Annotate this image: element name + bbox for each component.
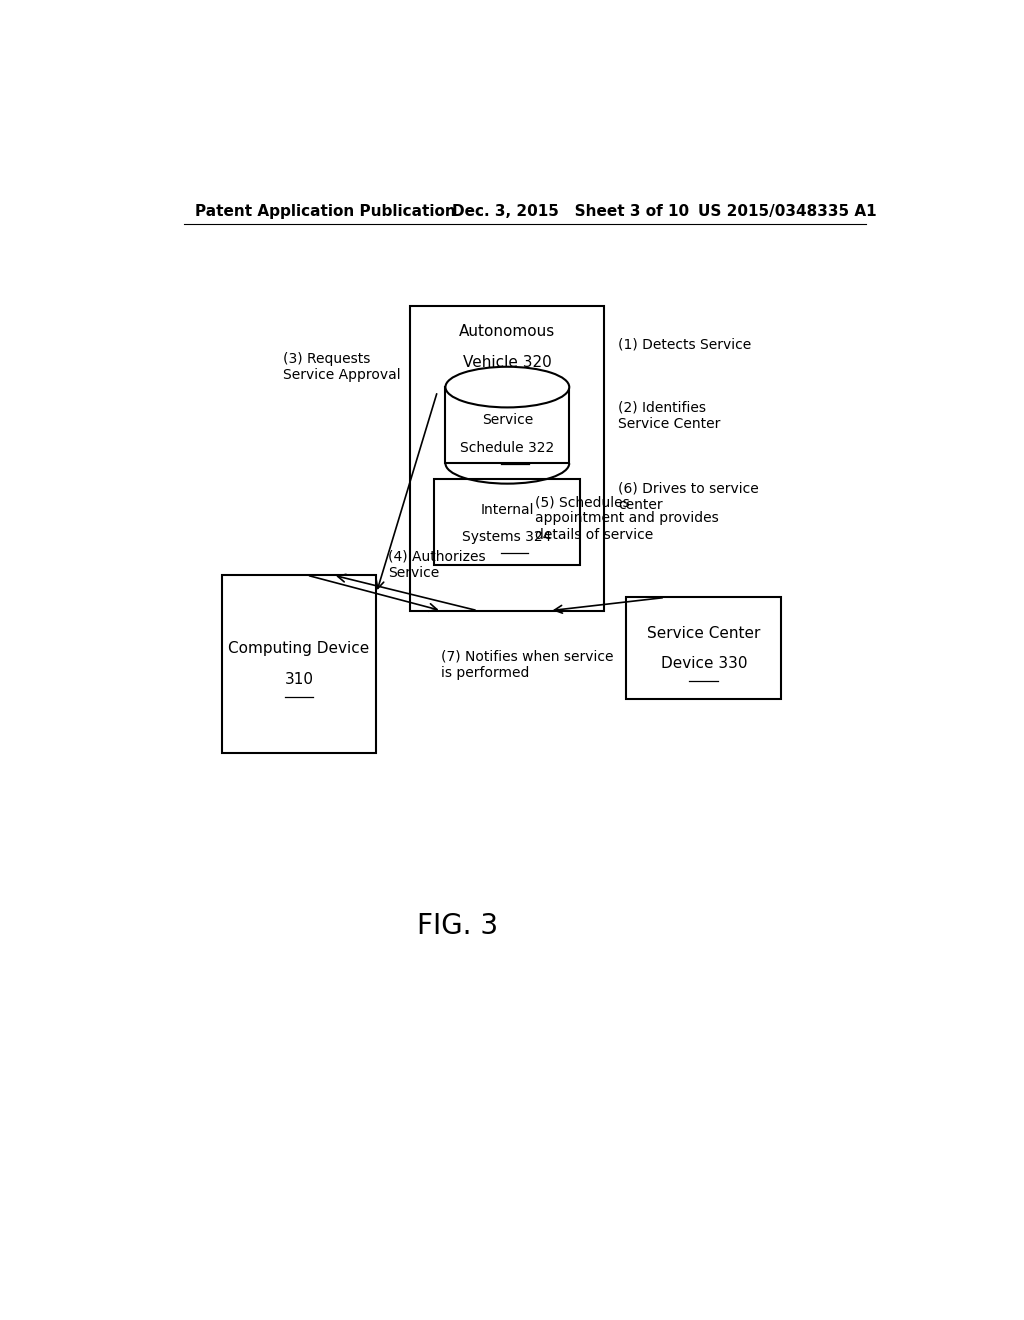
Text: FIG. 3: FIG. 3 <box>417 912 498 940</box>
Text: (3) Requests
Service Approval: (3) Requests Service Approval <box>283 351 400 381</box>
Text: 310: 310 <box>285 672 313 686</box>
Text: US 2015/0348335 A1: US 2015/0348335 A1 <box>697 203 877 219</box>
Bar <box>433 479 581 565</box>
Text: (1) Detects Service: (1) Detects Service <box>618 338 752 351</box>
Bar <box>627 598 781 700</box>
Text: (2) Identifies
Service Center: (2) Identifies Service Center <box>618 400 721 430</box>
Text: Vehicle 320: Vehicle 320 <box>463 355 551 370</box>
Text: Service: Service <box>481 413 532 428</box>
Bar <box>445 387 569 463</box>
Text: (4) Authorizes
Service: (4) Authorizes Service <box>388 550 486 579</box>
Text: Device 330: Device 330 <box>660 656 746 671</box>
Text: Service Center: Service Center <box>647 626 761 640</box>
Text: (6) Drives to service
center: (6) Drives to service center <box>618 482 759 512</box>
Text: Patent Application Publication: Patent Application Publication <box>196 203 457 219</box>
Text: Internal: Internal <box>480 503 534 516</box>
Text: (5) Schedules
appointment and provides
details of service: (5) Schedules appointment and provides d… <box>536 495 719 541</box>
Ellipse shape <box>445 367 569 408</box>
Bar <box>221 576 377 752</box>
Text: Dec. 3, 2015   Sheet 3 of 10: Dec. 3, 2015 Sheet 3 of 10 <box>452 203 689 219</box>
Text: (7) Notifies when service
is performed: (7) Notifies when service is performed <box>441 649 614 680</box>
Text: Computing Device: Computing Device <box>228 642 370 656</box>
Text: Schedule 322: Schedule 322 <box>460 441 554 454</box>
Bar <box>410 306 604 611</box>
Text: Systems 324: Systems 324 <box>462 531 552 544</box>
Text: Autonomous: Autonomous <box>459 325 555 339</box>
